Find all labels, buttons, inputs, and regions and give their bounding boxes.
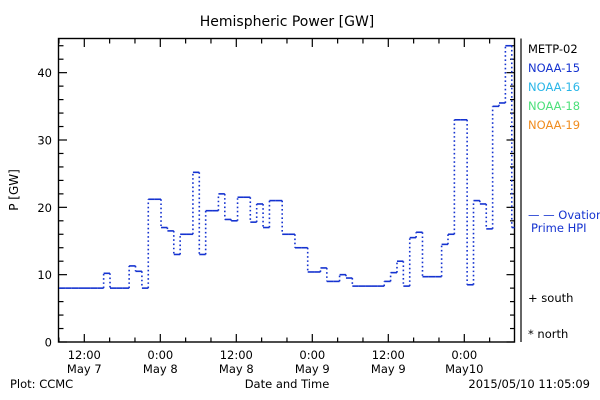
y-tick-label: 40 bbox=[37, 66, 52, 80]
data-series-group bbox=[59, 44, 515, 289]
x-axis-ticks bbox=[58, 39, 491, 342]
legend-marker-north: * north bbox=[528, 327, 568, 341]
x-tick-label-time: 0:00 bbox=[147, 348, 173, 362]
x-tick-label-time: 12:00 bbox=[68, 348, 101, 362]
footer-right: 2015/05/10 11:05:09 bbox=[468, 377, 590, 391]
legend-item-noaa-19[interactable]: NOAA-19 bbox=[528, 118, 580, 132]
y-axis-tick-labels: 0 10 20 30 40 bbox=[37, 66, 52, 349]
x-tick-label-date: May 9 bbox=[371, 362, 406, 376]
x-tick-label-date: May10 bbox=[445, 362, 483, 376]
y-axis-title: P [GW] bbox=[7, 169, 21, 211]
legend-item-noaa-18[interactable]: NOAA-18 bbox=[528, 99, 580, 113]
x-tick-label-time: 0:00 bbox=[451, 348, 477, 362]
marker-legend: + south * north bbox=[528, 291, 573, 341]
page-title: Hemispheric Power [GW] bbox=[200, 14, 375, 30]
x-tick-label-time: 12:00 bbox=[220, 348, 253, 362]
x-tick-label-date: May 8 bbox=[143, 362, 178, 376]
legend-marker-south: + south bbox=[528, 291, 573, 305]
x-tick-label-time: 0:00 bbox=[299, 348, 325, 362]
footer-left: Plot: CCMC bbox=[10, 377, 73, 391]
x-tick-label-date: May 9 bbox=[295, 362, 330, 376]
y-tick-label: 0 bbox=[45, 336, 52, 350]
legend-item-noaa-15[interactable]: NOAA-15 bbox=[528, 61, 580, 75]
ovation-legend-line1: — — Ovation bbox=[528, 208, 600, 222]
ovation-legend-line2: Prime HPI bbox=[531, 221, 587, 235]
y-tick-label: 10 bbox=[37, 268, 52, 282]
x-tick-label-time: 12:00 bbox=[372, 348, 405, 362]
x-tick-label-date: May 7 bbox=[67, 362, 102, 376]
satellite-legend: METP-02 NOAA-15 NOAA-16 NOAA-18 NOAA-19 bbox=[528, 42, 580, 132]
x-tick-label-date: May 8 bbox=[219, 362, 254, 376]
y-tick-label: 30 bbox=[37, 134, 52, 148]
y-tick-label: 20 bbox=[37, 201, 52, 215]
footer-center: Date and Time bbox=[245, 377, 330, 391]
legend-item-metp-02[interactable]: METP-02 bbox=[528, 42, 578, 56]
legend-item-noaa-16[interactable]: NOAA-16 bbox=[528, 80, 580, 94]
ovation-legend: — — Ovation Prime HPI bbox=[528, 208, 600, 235]
